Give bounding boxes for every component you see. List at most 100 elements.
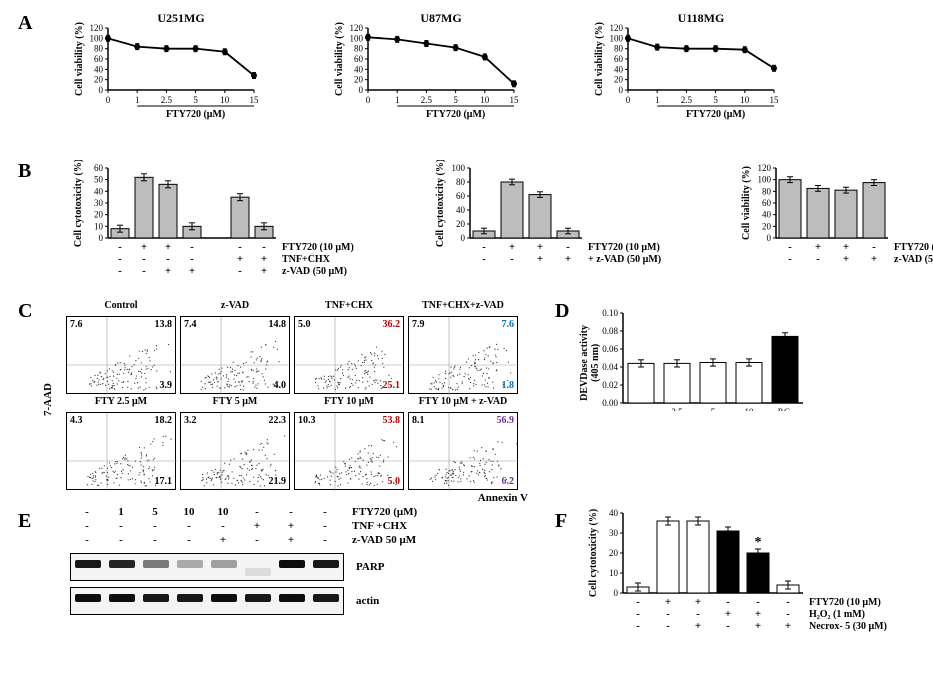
blot-mark: + (240, 520, 274, 532)
blot-mark: 1 (104, 506, 138, 518)
svg-text:+: + (537, 241, 543, 253)
svg-text:+: + (695, 596, 701, 608)
blot-band (245, 594, 271, 602)
svg-text:120: 120 (350, 23, 364, 33)
svg-text:FTY720 (μM): FTY720 (μM) (426, 109, 485, 120)
svg-text:Cell viability (%): Cell viability (%) (594, 22, 605, 96)
svg-text:0.04: 0.04 (602, 362, 618, 372)
blot-mark: - (70, 534, 104, 546)
svg-text:+: + (189, 265, 195, 277)
svg-text:10: 10 (220, 95, 230, 105)
blot-band (75, 594, 101, 602)
svg-text:120: 120 (610, 23, 624, 33)
facs-q-tl: 4.3 (70, 415, 83, 426)
blot-condition-label: FTY720 (μM) (352, 506, 417, 518)
svg-text:+: + (565, 253, 571, 265)
facs-q-tl: 7.6 (70, 319, 83, 330)
svg-text:FTY720 (μM): FTY720 (μM) (686, 109, 745, 120)
blot-band (109, 594, 135, 602)
facs-title: FTY 5 μM (180, 396, 290, 410)
svg-text:-: - (788, 253, 792, 265)
facs-q-tl: 8.1 (412, 415, 425, 426)
blot-lane (141, 588, 171, 614)
blot-lane (141, 554, 171, 580)
svg-text:-: - (262, 241, 266, 253)
blot-band (109, 560, 135, 568)
svg-text:H₂O₂ (1 mM): H₂O₂ (1 mM) (809, 609, 865, 620)
svg-text:20: 20 (94, 75, 104, 85)
svg-text:5: 5 (453, 95, 458, 105)
svg-text:+: + (815, 241, 821, 253)
svg-text:5: 5 (713, 95, 718, 105)
panel-label-f: F (555, 510, 567, 533)
blot-lane (277, 588, 307, 614)
svg-text:FTY720 (10 μM): FTY720 (10 μM) (809, 597, 881, 608)
svg-text:10: 10 (480, 95, 490, 105)
svg-text:Cell viability (%): Cell viability (%) (741, 166, 752, 240)
svg-text:U118MG: U118MG (678, 11, 725, 25)
facs-title: FTY 10 μM + z-VAD (408, 396, 518, 410)
svg-text:15: 15 (510, 95, 520, 105)
svg-text:Cell viability (%): Cell viability (%) (334, 22, 345, 96)
svg-text:FTY720 (10 μM): FTY720 (10 μM) (282, 242, 354, 253)
svg-text:60: 60 (762, 198, 772, 208)
blot-mark: - (274, 506, 308, 518)
panel-f: 010203040Cell cytotoxicity (%)*-++---FTY… (585, 505, 929, 642)
svg-text:+: + (843, 241, 849, 253)
svg-text:-: - (566, 241, 570, 253)
svg-text:-: - (816, 253, 820, 265)
svg-text:+: + (261, 265, 267, 277)
svg-text:+: + (755, 620, 761, 632)
svg-text:*: * (755, 535, 762, 550)
svg-text:60: 60 (354, 54, 364, 64)
svg-text:-: - (636, 596, 640, 608)
blot-mark: - (308, 534, 342, 546)
svg-text:FTY720 (10 μM): FTY720 (10 μM) (588, 242, 660, 253)
svg-text:40: 40 (94, 64, 104, 74)
svg-text:15: 15 (250, 95, 260, 105)
blot-condition-label: z-VAD 50 μM (352, 534, 416, 546)
blot-condition-label: TNF +CHX (352, 520, 407, 532)
blot-lane (73, 554, 103, 580)
svg-text:40: 40 (354, 64, 364, 74)
blot-mark: - (240, 534, 274, 546)
svg-text:-: - (142, 265, 146, 277)
blot-lane (311, 554, 341, 580)
svg-text:80: 80 (354, 44, 364, 54)
facs-title: FTY 10 μM (294, 396, 404, 410)
svg-text:-: - (640, 407, 643, 411)
svg-text:-: - (726, 596, 730, 608)
facs-q-tr: 22.3 (269, 415, 287, 426)
svg-text:20: 20 (609, 548, 619, 558)
svg-text:5: 5 (193, 95, 198, 105)
svg-text:+: + (755, 608, 761, 620)
facs-plot: 5.036.225.1 (294, 316, 404, 394)
svg-text:-: - (482, 253, 486, 265)
svg-text:+: + (785, 620, 791, 632)
facs-grid: Controlz-VADTNF+CHXTNF+CHX+z-VAD7.613.83… (66, 300, 518, 490)
svg-text:100: 100 (90, 33, 104, 43)
svg-text:100: 100 (610, 33, 624, 43)
blot-lane (73, 588, 103, 614)
svg-text:0.08: 0.08 (602, 326, 618, 336)
facs-q-tl: 7.4 (184, 319, 197, 330)
facs-plot: 7.613.83.9 (66, 316, 176, 394)
svg-text:+: + (537, 253, 543, 265)
devdase-y-label: DEVDase activity(405 nm) (579, 325, 601, 401)
facs-q-tr: 18.2 (155, 415, 173, 426)
svg-text:-: - (190, 253, 194, 265)
svg-text:0.00: 0.00 (602, 398, 618, 408)
svg-text:40: 40 (94, 186, 104, 196)
svg-text:1: 1 (135, 95, 140, 105)
blot-lane (209, 554, 239, 580)
svg-text:z-VAD (50 μM): z-VAD (50 μM) (282, 266, 347, 277)
panel-label-c: C (18, 300, 32, 323)
svg-text:120: 120 (758, 163, 772, 173)
svg-text:+: + (665, 596, 671, 608)
panel-c: 7-AADControlz-VADTNF+CHXTNF+CHX+z-VAD7.6… (60, 300, 518, 490)
svg-text:20: 20 (456, 219, 466, 229)
panel-e: -151010---FTY720 (μM)-----++-TNF +CHX---… (70, 505, 417, 615)
svg-text:0: 0 (99, 233, 104, 243)
facs-q-tl: 7.9 (412, 319, 425, 330)
svg-text:20: 20 (762, 221, 772, 231)
